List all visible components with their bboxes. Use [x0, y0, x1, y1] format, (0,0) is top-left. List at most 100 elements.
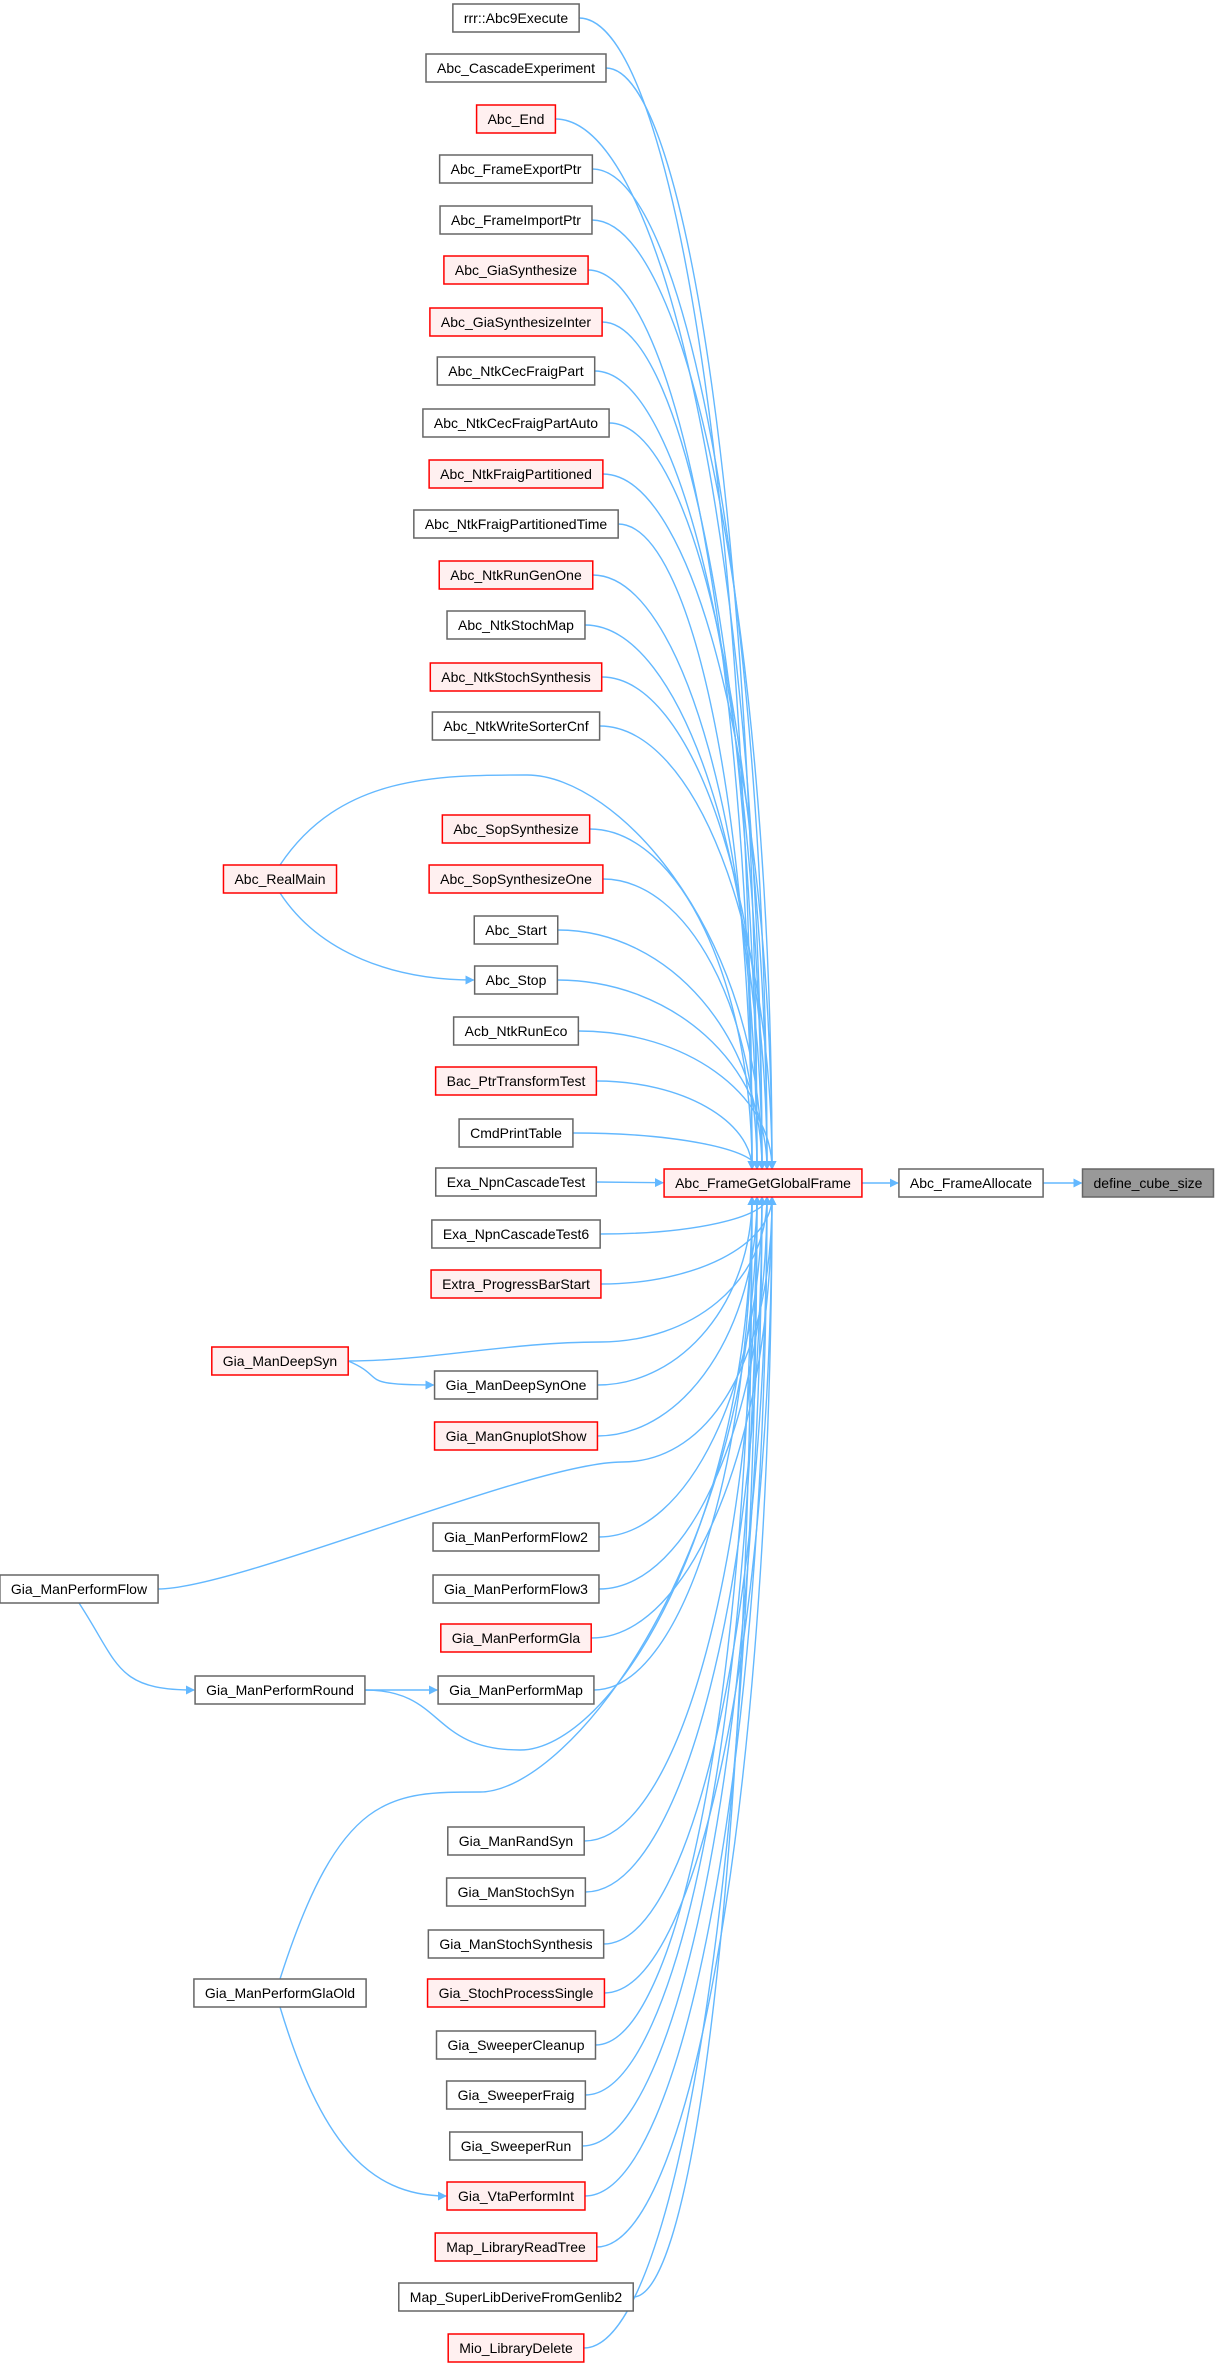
node-label: Map_LibraryReadTree: [446, 2239, 586, 2255]
call-edge: [584, 624, 767, 1170]
call-edge: [602, 473, 777, 1170]
node-box: [431, 711, 601, 741]
call-edge: [600, 1196, 772, 1235]
node-label: Abc_CascadeExperiment: [437, 60, 595, 76]
call-edge: [279, 1196, 762, 1980]
graph-node[interactable]: Gia_ManPerformFlow2: [432, 1522, 600, 1552]
node-label: rrr::Abc9Execute: [464, 10, 568, 26]
node-label: Abc_GiaSynthesizeInter: [441, 314, 592, 330]
graph-node[interactable]: Bac_PtrTransformTest: [434, 1066, 598, 1096]
call-edge: [633, 1196, 757, 2298]
graph-node[interactable]: Exa_NpnCascadeTest: [434, 1167, 598, 1197]
graph-node[interactable]: Abc_Start: [473, 915, 559, 945]
node-label: Abc_NtkCecFraigPart: [448, 363, 583, 379]
call-edge: [597, 1196, 757, 1386]
node-box: [429, 307, 603, 337]
graph-node[interactable]: Abc_End: [475, 104, 557, 134]
node-label: Acb_NtkRunEco: [465, 1023, 568, 1039]
call-edge: [588, 269, 757, 1170]
node-box: [433, 1421, 599, 1451]
call-edge: [604, 1196, 777, 1994]
call-edge: [347, 1360, 435, 1390]
graph-node[interactable]: Abc_GiaSynthesizeInter: [429, 307, 603, 337]
graph-node[interactable]: Abc_FrameExportPtr: [438, 154, 594, 184]
graph-node[interactable]: Abc_FrameImportPtr: [439, 205, 593, 235]
graph-node[interactable]: Gia_ManDeepSyn: [211, 1346, 349, 1376]
graph-node[interactable]: Abc_SopSynthesize: [441, 814, 591, 844]
graph-node[interactable]: Gia_ManPerformMap: [437, 1675, 595, 1705]
call-edge: [593, 1196, 757, 1691]
call-edge: [594, 370, 767, 1170]
node-box: [898, 1168, 1044, 1198]
graph-node[interactable]: Exa_NpnCascadeTest6: [431, 1219, 601, 1249]
graph-node[interactable]: Gia_ManPerformRound: [194, 1675, 366, 1705]
call-edge: [348, 1196, 772, 1362]
graph-node[interactable]: CmdPrintTable: [458, 1118, 574, 1148]
call-edge: [364, 1196, 757, 1751]
node-label: Abc_FrameGetGlobalFrame: [675, 1175, 851, 1191]
graph-node[interactable]: Abc_SopSynthesizeOne: [428, 864, 604, 894]
graph-node[interactable]: Extra_ProgressBarStart: [430, 1269, 602, 1299]
graph-node[interactable]: Gia_ManPerformGla: [440, 1623, 592, 1653]
graph-node[interactable]: Abc_CascadeExperiment: [425, 53, 607, 83]
graph-node[interactable]: Gia_ManStochSynthesis: [427, 1929, 605, 1959]
graph-node[interactable]: Abc_FrameAllocate: [898, 1168, 1044, 1198]
node-box: [428, 864, 604, 894]
graph-node[interactable]: define_cube_size: [1081, 1168, 1215, 1198]
graph-node[interactable]: Acb_NtkRunEco: [452, 1016, 580, 1046]
node-box: [438, 560, 594, 590]
graph-node[interactable]: Abc_FrameGetGlobalFrame: [663, 1168, 863, 1198]
node-box: [431, 1219, 601, 1249]
graph-node[interactable]: rrr::Abc9Execute: [452, 3, 580, 33]
graph-node[interactable]: Gia_StochProcessSingle: [426, 1978, 606, 2008]
node-box: [434, 1167, 598, 1197]
node-box: [443, 255, 589, 285]
graph-node[interactable]: Abc_NtkStochMap: [446, 610, 586, 640]
graph-node[interactable]: Abc_GiaSynthesize: [443, 255, 589, 285]
call-edge: [602, 321, 762, 1170]
call-edge: [592, 574, 762, 1170]
node-label: Gia_ManDeepSyn: [223, 1353, 337, 1369]
graph-node[interactable]: Gia_SweeperRun: [448, 2131, 584, 2161]
graph-node[interactable]: Gia_ManPerformGlaOld: [193, 1978, 367, 2008]
node-box: [432, 1522, 600, 1552]
graph-node[interactable]: Abc_RealMain: [222, 864, 338, 894]
nodes-layer: rrr::Abc9ExecuteAbc_CascadeExperimentAbc…: [0, 3, 1215, 2363]
graph-node[interactable]: Abc_NtkCecFraigPartAuto: [422, 408, 610, 438]
call-edge: [596, 1178, 664, 1188]
call-edge: [598, 1196, 767, 1538]
graph-node[interactable]: Abc_Stop: [473, 965, 559, 995]
graph-node[interactable]: Map_LibraryReadTree: [434, 2232, 598, 2262]
graph-node[interactable]: Gia_ManStochSyn: [445, 1877, 587, 1907]
graph-node[interactable]: Gia_SweeperFraig: [445, 2080, 587, 2110]
node-box: [445, 1877, 587, 1907]
graph-node[interactable]: Abc_NtkRunGenOne: [438, 560, 594, 590]
graph-node[interactable]: Gia_ManPerformFlow: [0, 1574, 159, 1604]
node-box: [427, 1929, 605, 1959]
graph-node[interactable]: Gia_ManPerformFlow3: [432, 1574, 600, 1604]
call-edge: [557, 929, 767, 1170]
graph-node[interactable]: Gia_ManGnuplotShow: [433, 1421, 599, 1451]
graph-node[interactable]: Abc_NtkCecFraigPart: [436, 356, 596, 386]
node-box: [473, 915, 559, 945]
call-edge: [279, 892, 475, 985]
node-box: [446, 2181, 586, 2211]
node-box: [422, 408, 610, 438]
node-label: Gia_SweeperRun: [461, 2138, 572, 2154]
graph-node[interactable]: Gia_ManRandSyn: [447, 1826, 585, 1856]
graph-node[interactable]: Gia_ManDeepSynOne: [433, 1370, 599, 1400]
graph-node[interactable]: Gia_SweeperCleanup: [435, 2030, 597, 2060]
node-label: Abc_NtkFraigPartitionedTime: [425, 516, 608, 532]
graph-node[interactable]: Abc_NtkFraigPartitioned: [428, 459, 604, 489]
graph-node[interactable]: Abc_NtkStochSynthesis: [429, 662, 603, 692]
node-label: Abc_End: [488, 111, 545, 127]
graph-node[interactable]: Mio_LibraryDelete: [447, 2333, 585, 2363]
graph-node[interactable]: Map_SuperLibDeriveFromGenlib2: [398, 2282, 634, 2312]
node-box: [437, 1675, 595, 1705]
graph-node[interactable]: Abc_NtkFraigPartitionedTime: [413, 509, 619, 539]
node-label: CmdPrintTable: [470, 1125, 562, 1141]
node-label: Gia_ManPerformFlow2: [444, 1529, 588, 1545]
graph-node[interactable]: Gia_VtaPerformInt: [446, 2181, 586, 2211]
node-label: Abc_NtkCecFraigPartAuto: [434, 415, 598, 431]
graph-node[interactable]: Abc_NtkWriteSorterCnf: [431, 711, 601, 741]
